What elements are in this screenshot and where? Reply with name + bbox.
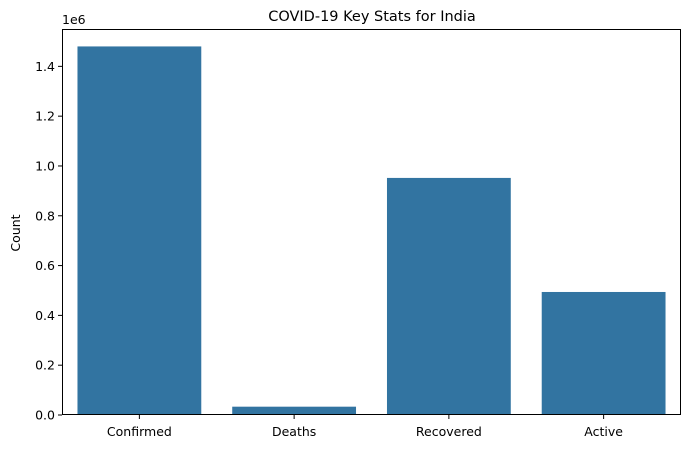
- y-axis-label: Count: [8, 214, 23, 251]
- y-tick-label: 0.4: [35, 308, 55, 323]
- bar-active: [541, 291, 666, 415]
- bar-deaths: [232, 406, 357, 415]
- x-ticks-group: Confirmed Deaths Recovered Active: [107, 415, 623, 439]
- y-ticks-group: 0.0 0.2 0.4 0.6 0.8 1.0 1.2 1.4: [35, 59, 62, 423]
- y-tick-label: 1.2: [35, 109, 55, 124]
- y-tick-label: 0.8: [35, 208, 55, 223]
- y-tick-label: 0.0: [35, 408, 55, 423]
- offset-text: 1e6: [62, 12, 86, 27]
- x-tick-label: Confirmed: [107, 424, 172, 439]
- chart-title: COVID-19 Key Stats for India: [268, 9, 476, 25]
- y-tick-label: 1.0: [35, 158, 55, 173]
- y-tick-label: 1.4: [35, 59, 55, 74]
- x-tick-label: Recovered: [416, 424, 482, 439]
- y-tick-label: 0.2: [35, 358, 55, 373]
- plot-frame: [62, 29, 681, 415]
- bar-recovered: [386, 177, 511, 415]
- y-tick-label: 0.6: [35, 258, 55, 273]
- bars-group: [77, 46, 666, 416]
- x-tick-label: Deaths: [272, 424, 316, 439]
- bar-confirmed: [77, 46, 202, 416]
- x-tick-label: Active: [584, 424, 623, 439]
